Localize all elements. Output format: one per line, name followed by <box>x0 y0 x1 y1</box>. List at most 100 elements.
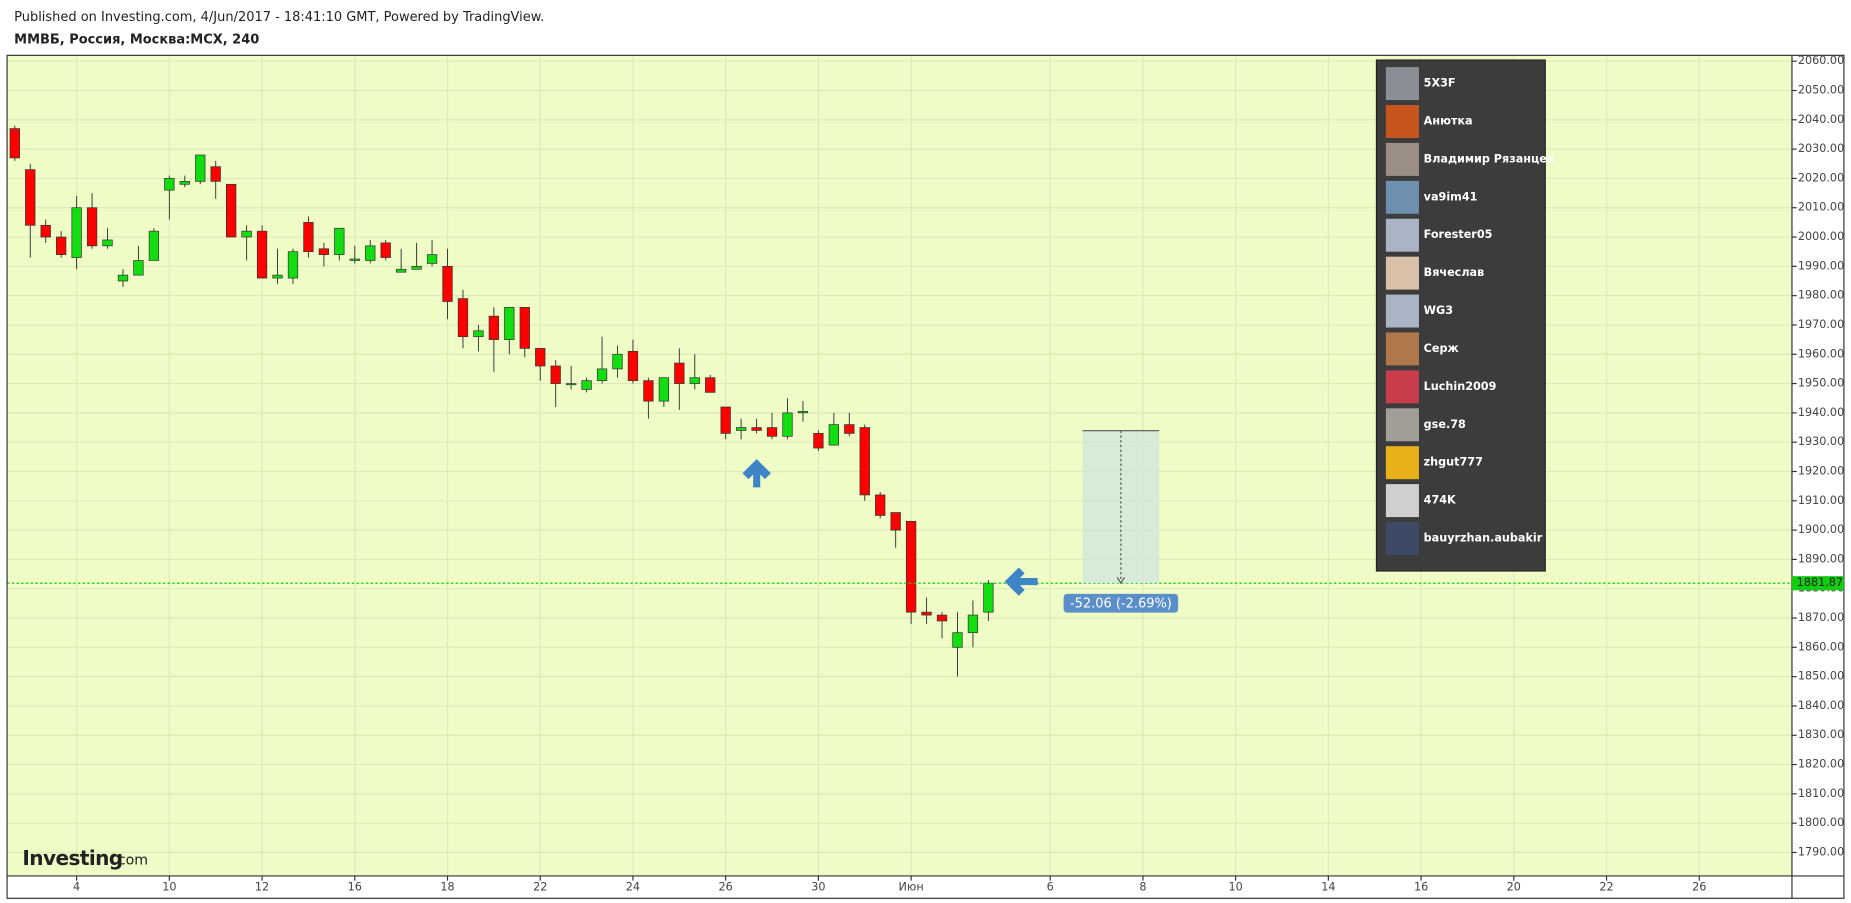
x-tick-label: 16 <box>1414 881 1428 894</box>
user-name: zhgut777 <box>1424 456 1483 469</box>
candle-body <box>751 427 762 431</box>
user-name: Forester05 <box>1424 228 1493 241</box>
candle-body <box>550 365 561 384</box>
candle-body <box>226 183 237 238</box>
candle-body <box>457 298 469 338</box>
candle-body <box>504 307 515 340</box>
candle-body <box>936 614 948 622</box>
x-tick-label: 10 <box>1229 881 1243 894</box>
x-tick-label: Июн <box>899 881 924 894</box>
user-name: Luchin2009 <box>1424 380 1497 393</box>
x-tick-label: 26 <box>719 881 733 894</box>
user-name: Серж <box>1424 342 1459 355</box>
x-tick-label: 24 <box>626 881 640 894</box>
measure-label: -52.06 (-2.69%) <box>1070 596 1172 611</box>
logo-suffix: .com <box>113 853 148 869</box>
user-name: gse.78 <box>1424 418 1466 431</box>
x-tick-label: 20 <box>1507 881 1521 894</box>
x-tick-label: 12 <box>255 881 269 894</box>
candle-body <box>442 265 453 302</box>
candle-body <box>813 433 824 449</box>
x-tick-label: 8 <box>1139 881 1146 894</box>
y-tick-label: 2030.00 <box>1798 142 1844 155</box>
candle-body <box>102 239 113 247</box>
y-tick-label: 2010.00 <box>1798 201 1844 214</box>
x-tick-label: 6 <box>1047 881 1054 894</box>
candle-body <box>349 258 360 261</box>
candle-body <box>875 494 886 516</box>
candle-body <box>241 230 252 238</box>
overlay: -52.06 (-2.69%) <box>7 430 1792 613</box>
y-tick-label: 1790.00 <box>1798 845 1844 858</box>
user-avatar <box>1385 256 1419 290</box>
user-name: Вячеслав <box>1424 266 1485 279</box>
candle-body <box>720 406 731 434</box>
logo-name: Investing <box>22 846 122 870</box>
candle-body <box>782 412 793 437</box>
annotation-arrow-left <box>1004 567 1038 596</box>
candle-body <box>612 353 623 370</box>
y-tick-label: 1850.00 <box>1798 670 1844 683</box>
candle-body <box>766 427 778 437</box>
candle-body <box>643 380 654 402</box>
candle-body <box>581 380 592 390</box>
candle-body <box>40 224 51 238</box>
candle-body <box>426 254 438 264</box>
candle-body <box>380 242 391 258</box>
y-tick-label: 2000.00 <box>1798 230 1844 243</box>
y-tick-label: 2060.00 <box>1798 54 1844 67</box>
y-tick-label: 1960.00 <box>1798 347 1844 360</box>
candle-body <box>983 582 994 613</box>
candle-body <box>859 427 870 496</box>
x-tick-label: 22 <box>533 881 547 894</box>
user-name: WG3 <box>1424 304 1453 317</box>
y-tick-label: 1810.00 <box>1798 787 1844 800</box>
candle-body <box>689 377 700 384</box>
y-tick-label: 1870.00 <box>1798 611 1844 624</box>
candles <box>9 125 994 677</box>
candle-body <box>179 180 190 185</box>
last-price-label: 1881.87 <box>1797 576 1843 589</box>
y-tick-label: 1900.00 <box>1798 523 1844 536</box>
candle-body <box>905 520 917 613</box>
y-tick-label: 2020.00 <box>1798 171 1844 184</box>
annotation-arrow-up <box>742 459 771 488</box>
x-tick-label: 16 <box>348 881 362 894</box>
candle-body <box>56 236 67 255</box>
user-avatar <box>1385 370 1419 404</box>
symbol-title: ММВБ, Россия, Москва:MCX, 240 <box>14 33 259 48</box>
candle-body <box>256 230 268 279</box>
candle-body <box>25 169 36 226</box>
candle-body <box>921 611 932 616</box>
candle-body <box>844 424 855 434</box>
candle-body <box>287 251 299 279</box>
candle-body <box>735 427 747 431</box>
measure-label-box <box>1063 593 1179 613</box>
y-tick-label: 1930.00 <box>1798 435 1844 448</box>
candle-body <box>797 411 809 414</box>
y-tick-label: 1950.00 <box>1798 377 1844 390</box>
y-tick-label: 2040.00 <box>1798 113 1844 126</box>
last-price-tag <box>1791 576 1844 591</box>
candle-body <box>411 265 422 270</box>
candle-body <box>318 248 330 255</box>
candle-body <box>828 424 839 446</box>
x-tick-label: 14 <box>1321 881 1335 894</box>
y-tick-label: 2050.00 <box>1798 84 1844 97</box>
y-tick-label: 1830.00 <box>1798 728 1844 741</box>
y-tick-label: 1940.00 <box>1798 406 1844 419</box>
user-name: 5X3F <box>1424 77 1456 90</box>
user-avatar <box>1385 332 1419 366</box>
x-tick-label: 18 <box>440 881 454 894</box>
candle-body <box>658 377 670 402</box>
candle-body <box>117 274 129 282</box>
candle-body <box>674 362 685 384</box>
candle-body <box>952 632 963 648</box>
candle-body <box>565 383 577 386</box>
candle-body <box>596 368 608 381</box>
y-tick-label: 1920.00 <box>1798 464 1844 477</box>
candle-body <box>535 348 546 367</box>
published-note: Published on Investing.com, 4/Jun/2017 -… <box>14 10 544 25</box>
y-tick-label: 1970.00 <box>1798 318 1844 331</box>
